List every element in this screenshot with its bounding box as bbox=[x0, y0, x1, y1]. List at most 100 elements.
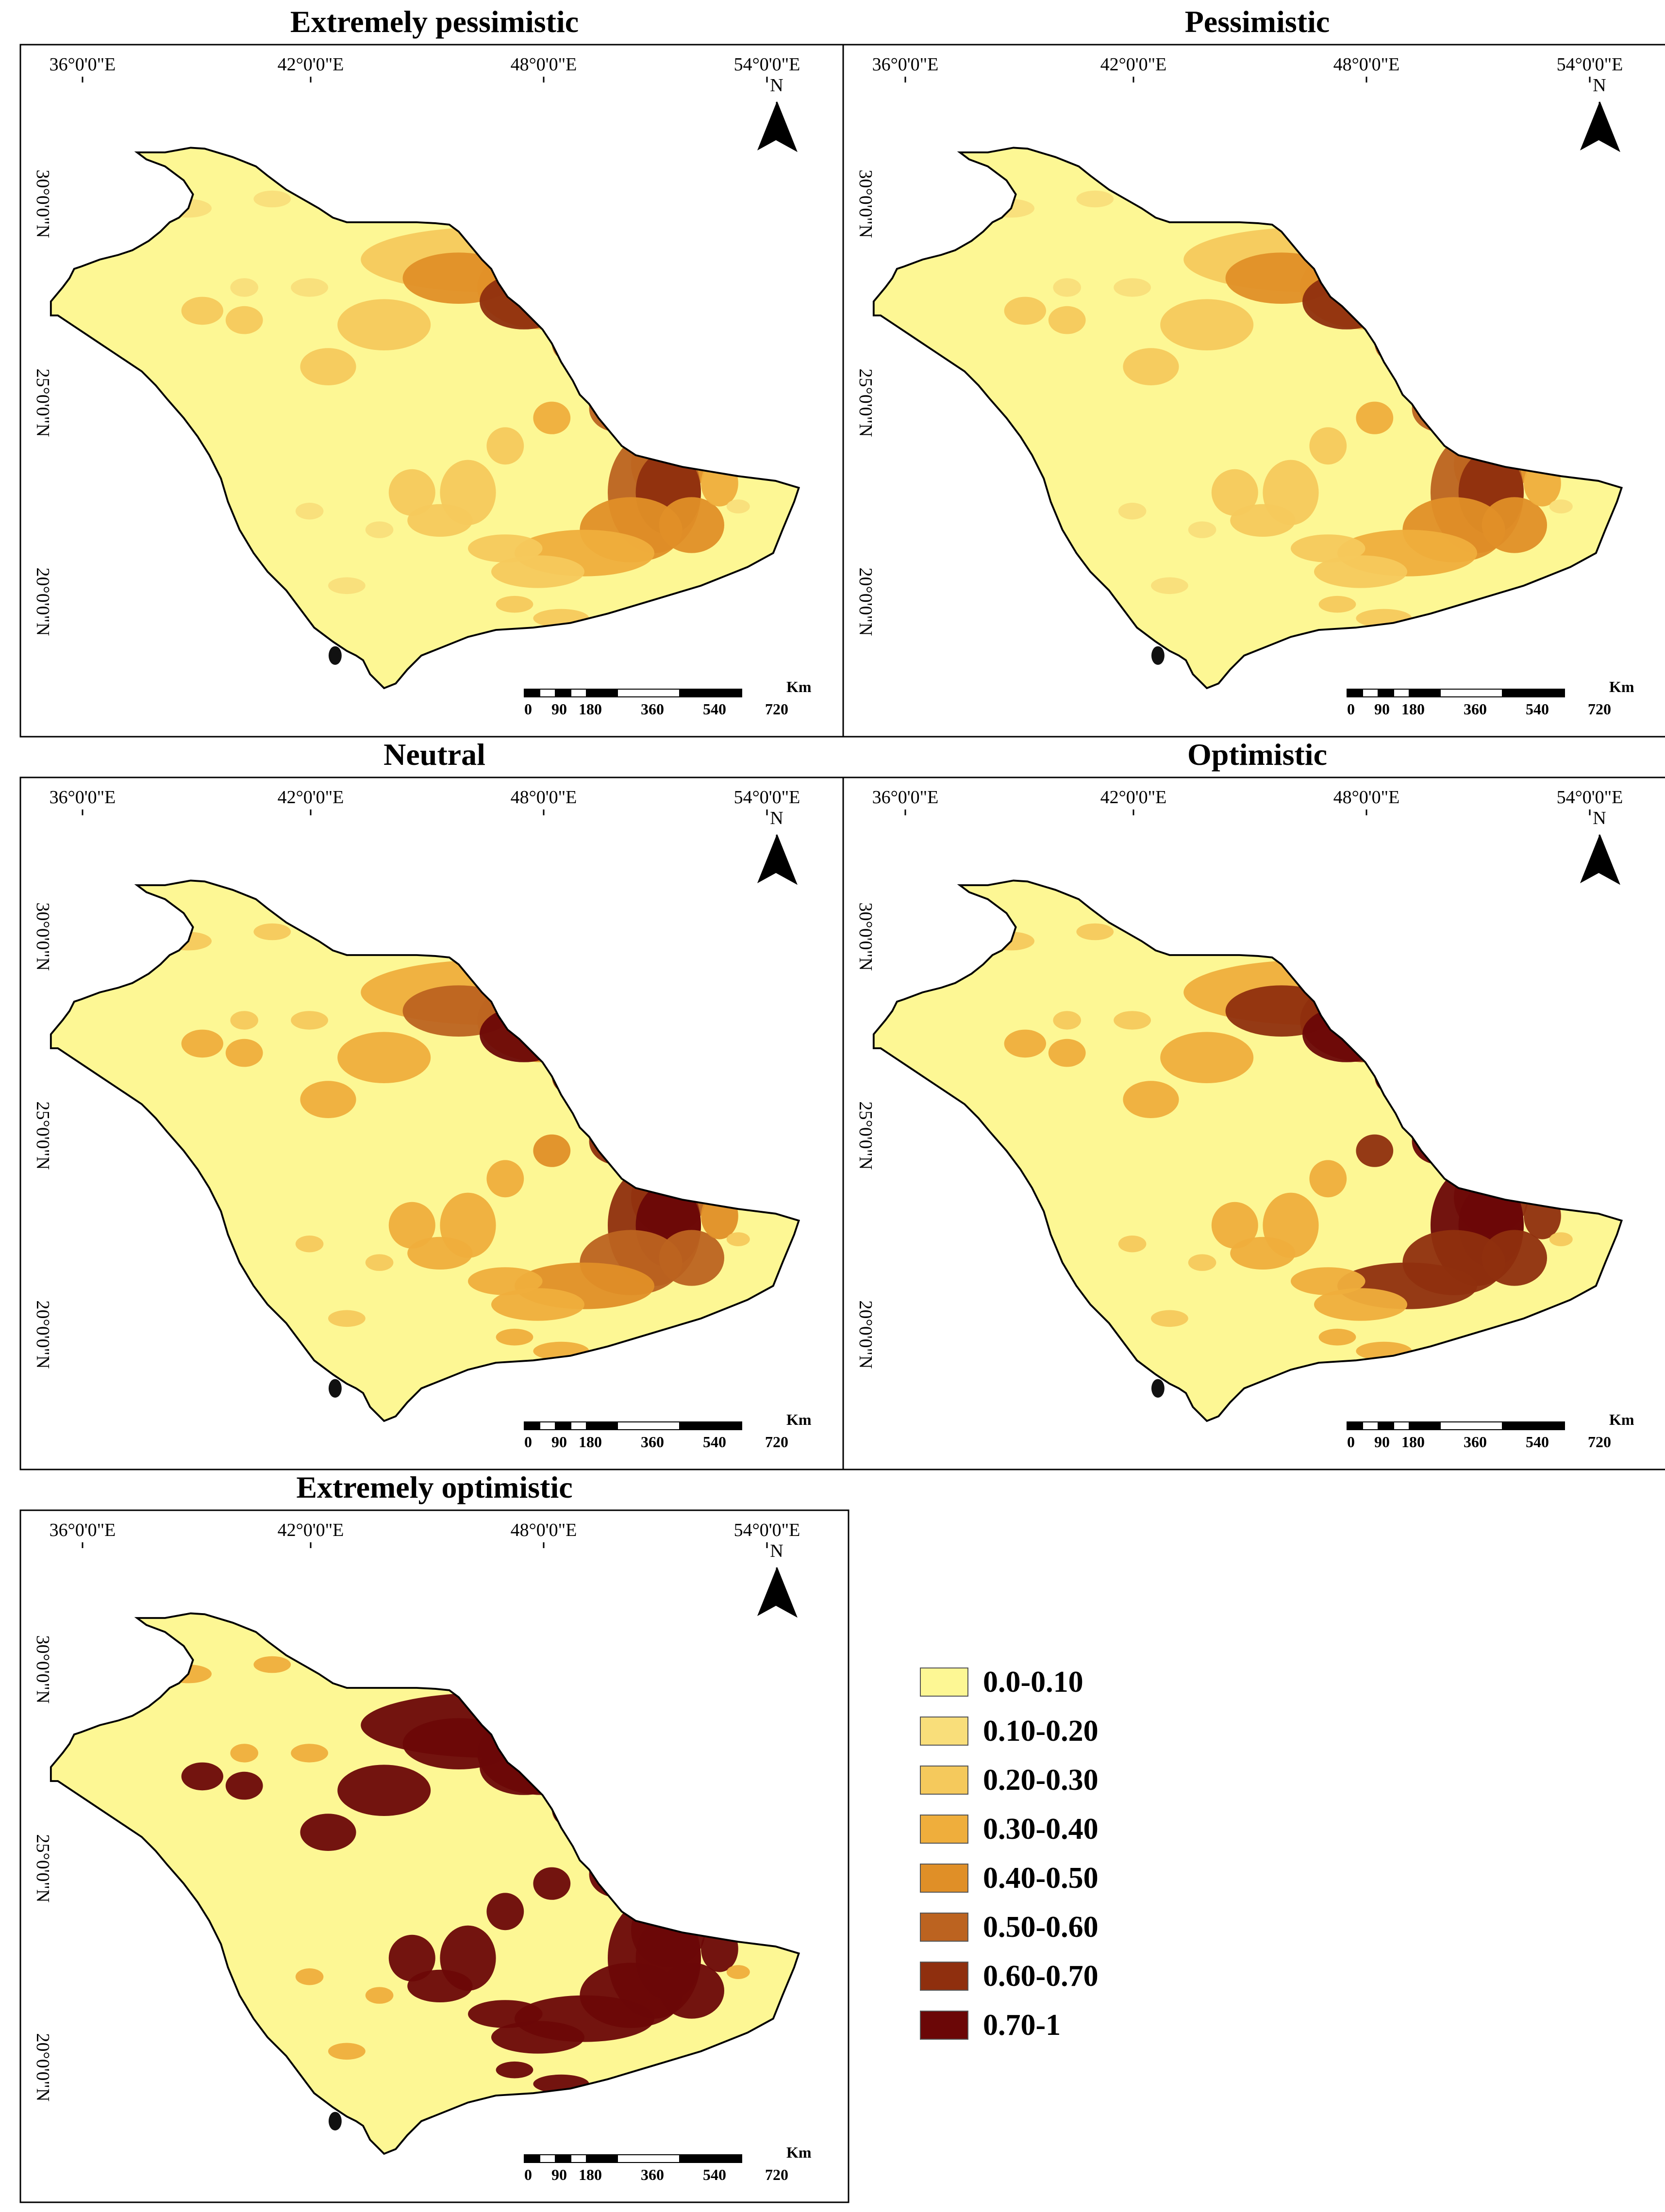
scale-bar-segment bbox=[617, 2154, 680, 2163]
suitability-zone bbox=[1549, 499, 1573, 513]
suitability-zone bbox=[1482, 1230, 1547, 1286]
legend-swatch bbox=[920, 1815, 968, 1844]
longitude-label: 42°0'0"E bbox=[1100, 787, 1167, 808]
legend-item: 0.0-0.10 bbox=[920, 1659, 1172, 1708]
scale-bar-segment bbox=[539, 1421, 556, 1430]
scale-bar-tick: 720 bbox=[765, 2166, 788, 2183]
north-label: N bbox=[770, 808, 783, 828]
suitability-zone bbox=[337, 1032, 431, 1083]
north-arrow-icon: N bbox=[1580, 75, 1620, 152]
panel-title: Neutral bbox=[383, 737, 485, 772]
scale-bar-segment bbox=[524, 2154, 540, 2163]
legend-label: 0.20-0.30 bbox=[983, 1764, 1099, 1797]
suitability-zone bbox=[1188, 521, 1216, 538]
latitude-label: 25°0'0"N bbox=[33, 369, 53, 437]
country-border bbox=[50, 147, 800, 690]
legend: 0.0-0.10 0.10-0.20 0.20-0.30 0.30-0.40 0… bbox=[920, 1659, 1172, 2051]
suitability-zone bbox=[1076, 190, 1114, 208]
suitability-zone bbox=[468, 2000, 543, 2028]
suitability-zone bbox=[496, 595, 533, 613]
suitability-zone bbox=[300, 1081, 356, 1118]
scale-bar-segment bbox=[524, 1421, 540, 1430]
map-frame: 36°0'0"E 42°0'0"E 48°0'0"E 54°0'0"E 30°0'0"N… bbox=[842, 776, 1665, 1470]
suitability-zone bbox=[181, 297, 223, 325]
suitability-zone bbox=[365, 1254, 394, 1271]
suitability-zone bbox=[225, 1771, 263, 1800]
scale-bar-segment bbox=[617, 1421, 680, 1430]
legend-swatch bbox=[920, 2011, 968, 2040]
scale-bar-segment bbox=[570, 2154, 587, 2163]
scale-bar-tick: 0 bbox=[1347, 1433, 1355, 1451]
suitability-zone bbox=[468, 534, 543, 562]
north-arrow-left bbox=[757, 1568, 777, 1616]
suitability-zone bbox=[1076, 923, 1114, 941]
suitability-zone bbox=[1114, 1011, 1151, 1030]
scale-bar-segment bbox=[1409, 1421, 1441, 1430]
suitability-zone bbox=[225, 1039, 263, 1067]
scale-bar-tick: 0 bbox=[524, 700, 532, 718]
suitability-zone bbox=[230, 278, 258, 297]
latitude-label: 25°0'0"N bbox=[855, 1102, 876, 1170]
legend-item: 0.30-0.40 bbox=[920, 1806, 1172, 1855]
scale-bar-tick: 720 bbox=[765, 700, 788, 718]
latitude-label: 30°0'0"N bbox=[855, 903, 876, 971]
scale-bar-tick: 90 bbox=[1374, 700, 1390, 718]
legend-item: 0.10-0.20 bbox=[920, 1708, 1172, 1757]
suitability-zone bbox=[295, 1235, 324, 1253]
legend-item: 0.50-0.60 bbox=[920, 1904, 1172, 1953]
suitability-zone bbox=[1160, 1032, 1254, 1083]
legend-label: 0.60-0.70 bbox=[983, 1960, 1099, 1993]
suitability-zone bbox=[1356, 1134, 1394, 1167]
island bbox=[1151, 646, 1165, 665]
latitude-label: 30°0'0"N bbox=[33, 170, 53, 238]
longitude-label: 36°0'0"E bbox=[872, 787, 939, 808]
scale-bar-tick: 720 bbox=[1588, 700, 1611, 718]
longitude-label: 36°0'0"E bbox=[50, 787, 116, 808]
latitude-label: 20°0'0"N bbox=[33, 1301, 53, 1369]
suitability-zone bbox=[533, 1867, 571, 1900]
longitude-label: 36°0'0"E bbox=[50, 1520, 116, 1540]
island bbox=[328, 1379, 342, 1398]
latitude-label: 30°0'0"N bbox=[855, 170, 876, 238]
scale-bar-tick: 90 bbox=[551, 1433, 567, 1451]
map-frame: 36°0'0"E 42°0'0"E 48°0'0"E 54°0'0"E 30°0'0"N… bbox=[19, 1509, 849, 2203]
scale-bar-segment bbox=[1347, 1421, 1363, 1430]
scale-bar-segment bbox=[570, 689, 587, 697]
suitability-zone bbox=[365, 521, 394, 538]
suitability-zone bbox=[407, 1237, 473, 1270]
map-frame: 36°0'0"E 42°0'0"E 48°0'0"E 54°0'0"E 30°0'0"N… bbox=[19, 776, 849, 1470]
scale-bar-tick: 90 bbox=[1374, 1433, 1390, 1451]
longitude-label: 48°0'0"E bbox=[1333, 54, 1400, 75]
suitability-zone bbox=[291, 278, 328, 297]
north-arrow-icon: N bbox=[757, 75, 798, 152]
scale-bar-segment bbox=[524, 689, 540, 697]
suitability-zone bbox=[491, 2021, 584, 2054]
map-canvas bbox=[872, 147, 1623, 690]
map-frame: 36°0'0"E 42°0'0"E 48°0'0"E 54°0'0"E 30°0'0"N… bbox=[842, 44, 1665, 738]
longitude-label: 36°0'0"E bbox=[872, 54, 939, 75]
suitability-zone bbox=[486, 1893, 524, 1931]
legend-swatch bbox=[920, 1717, 968, 1746]
longitude-label: 36°0'0"E bbox=[50, 54, 116, 75]
latitude-label: 30°0'0"N bbox=[33, 903, 53, 971]
scale-bar-unit: Km bbox=[1609, 678, 1634, 695]
suitability-zone bbox=[1114, 278, 1151, 297]
scale-bar-segment bbox=[539, 2154, 556, 2163]
suitability-zone bbox=[659, 1963, 724, 2019]
scale-bar: 0 90 180 360 540 720 Km bbox=[524, 2144, 812, 2183]
scale-bar-segment bbox=[1409, 689, 1441, 697]
suitability-zone bbox=[337, 299, 431, 350]
legend-item: 0.20-0.30 bbox=[920, 1757, 1172, 1806]
suitability-zone bbox=[295, 502, 324, 520]
suitability-zone bbox=[1053, 1011, 1081, 1030]
suitability-zone bbox=[1188, 1254, 1216, 1271]
scale-bar-tick: 180 bbox=[1401, 700, 1425, 718]
longitude-label: 48°0'0"E bbox=[511, 54, 577, 75]
scale-bar-segment bbox=[555, 689, 571, 697]
scale-bar-tick: 0 bbox=[524, 2166, 532, 2183]
legend-swatch bbox=[920, 1962, 968, 1991]
panel-title: Pessimistic bbox=[1184, 4, 1330, 39]
suitability-zone bbox=[181, 1762, 223, 1791]
scale-bar-segment bbox=[1347, 689, 1363, 697]
scale-bar-tick: 540 bbox=[703, 700, 726, 718]
